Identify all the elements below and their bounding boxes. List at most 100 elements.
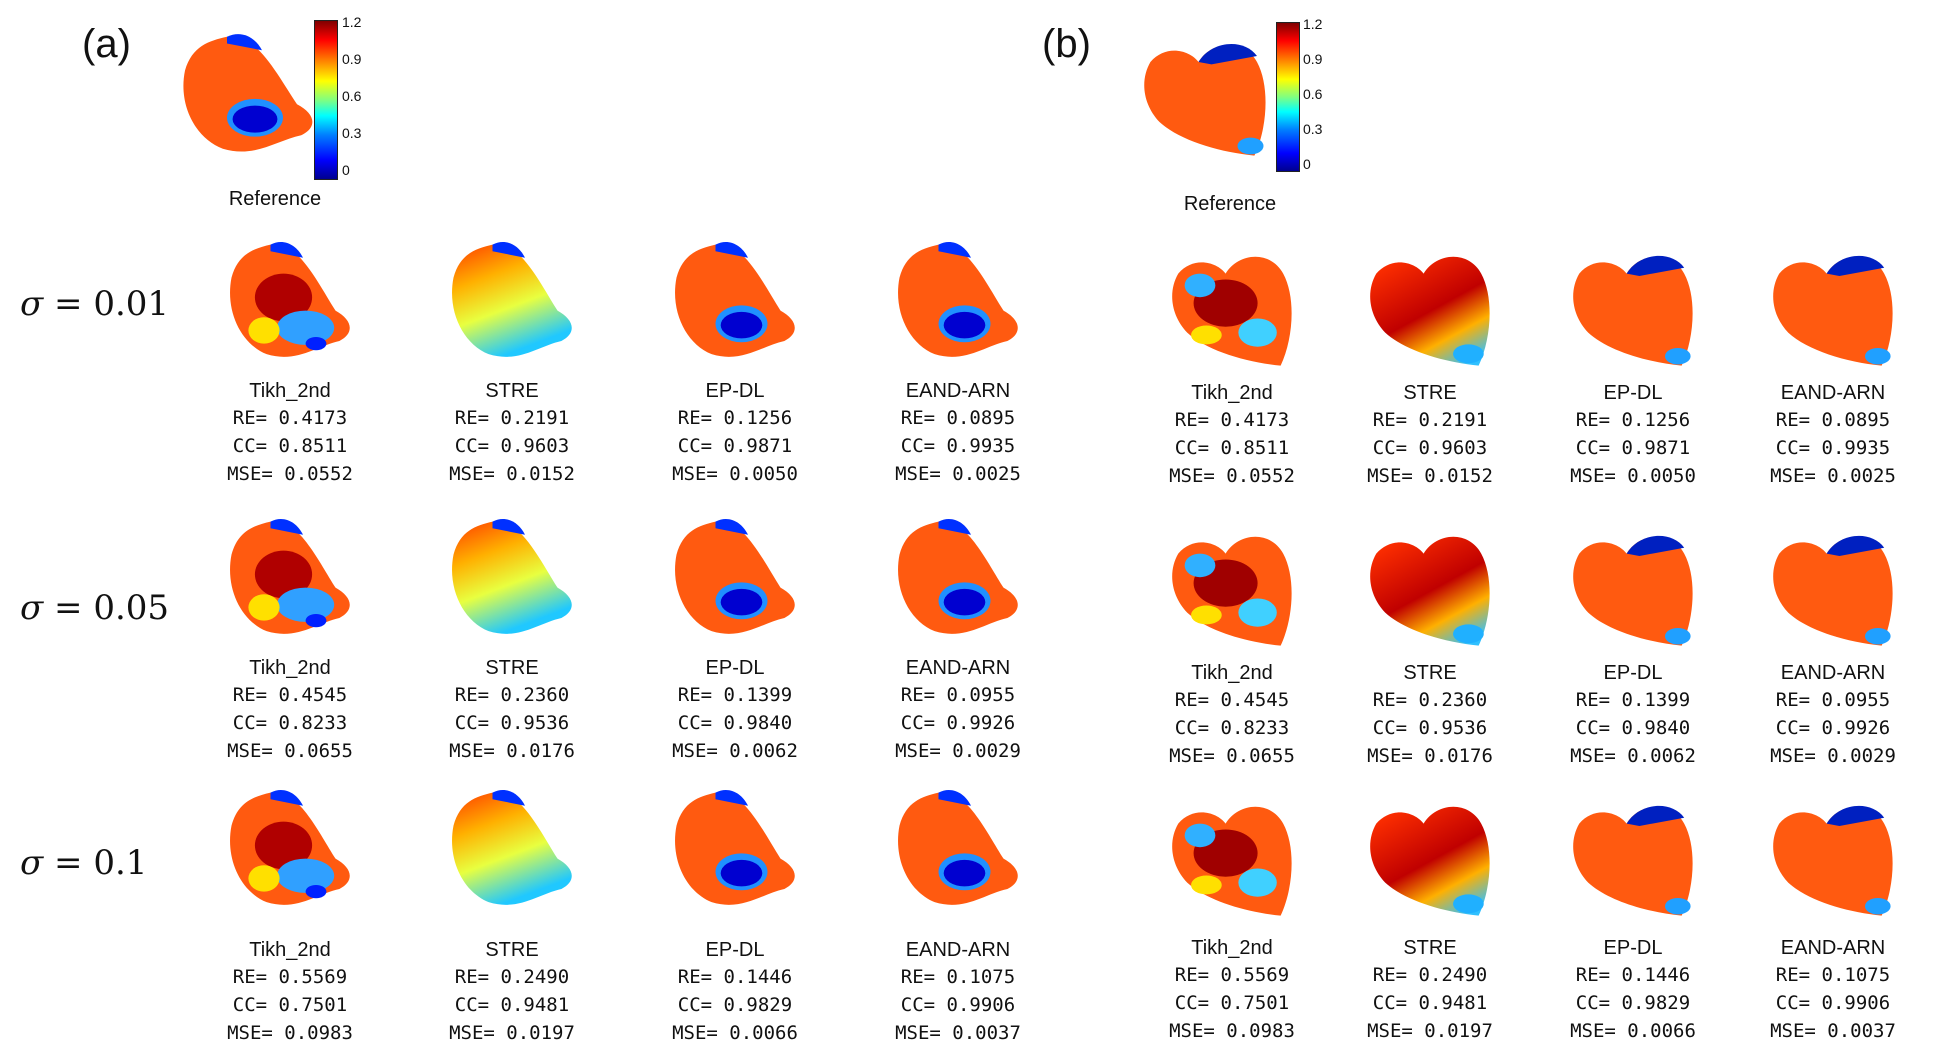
metrics-b-row2-col1: Tikh_2nd RE= 0.4545 CC= 0.8233 MSE= 0.0655 (1117, 660, 1347, 770)
metric-re: RE= 0.4173 (1174, 409, 1290, 431)
method-name: STRE (1403, 382, 1457, 404)
metric-re: RE= 0.4545 (232, 684, 348, 706)
colorbar-tick: 0.6 (1303, 86, 1323, 102)
colorbar-tick: 0.6 (342, 88, 362, 104)
metric-re: RE= 0.0955 (900, 684, 1016, 706)
sigma-label-row1: σ = 0.01 (20, 284, 170, 324)
map-b-row2-eand-arn (1769, 530, 1897, 648)
method-name: EAND-ARN (905, 657, 1011, 679)
metric-cc: CC= 0.9829 (677, 994, 793, 1016)
metric-re: RE= 0.2191 (454, 407, 570, 429)
panel-label-b: (b) (1042, 22, 1091, 66)
metric-cc: CC= 0.9481 (454, 994, 570, 1016)
metric-re: RE= 0.2360 (1372, 689, 1488, 711)
colorbar-b (1276, 22, 1300, 172)
map-a-row2-stre (447, 515, 577, 647)
metric-cc: CC= 0.8233 (232, 712, 348, 734)
method-name: EP-DL (1603, 937, 1663, 959)
method-name: Tikh_2nd (249, 939, 331, 961)
metric-mse: MSE= 0.0552 (227, 463, 353, 485)
metrics-a-row1-col4: EAND-ARN RE= 0.0895 CC= 0.9935 MSE= 0.0025 (843, 378, 1073, 488)
metric-re: RE= 0.1075 (1775, 964, 1891, 986)
metric-re: RE= 0.1399 (1575, 689, 1691, 711)
map-a-row3-tikh-2nd (225, 786, 355, 918)
metric-mse: MSE= 0.0025 (1770, 465, 1896, 487)
method-name: EAND-ARN (1780, 662, 1886, 684)
metric-re: RE= 0.1256 (677, 407, 793, 429)
method-name: Tikh_2nd (1191, 937, 1273, 959)
metrics-b-row1-col1: Tikh_2nd RE= 0.4173 CC= 0.8511 MSE= 0.0552 (1117, 380, 1347, 490)
metric-mse: MSE= 0.0062 (1570, 745, 1696, 767)
metric-mse: MSE= 0.0029 (1770, 745, 1896, 767)
metric-re: RE= 0.0955 (1775, 689, 1891, 711)
metrics-b-row1-col4: EAND-ARN RE= 0.0895 CC= 0.9935 MSE= 0.0025 (1718, 380, 1937, 490)
metric-re: RE= 0.2490 (454, 966, 570, 988)
metric-re: RE= 0.1075 (900, 966, 1016, 988)
map-a-row1-eand-arn (893, 238, 1023, 370)
method-name: STRE (1403, 937, 1457, 959)
map-b-row2-stre (1366, 530, 1494, 648)
metric-cc: CC= 0.9536 (454, 712, 570, 734)
metric-re: RE= 0.1446 (677, 966, 793, 988)
metric-cc: CC= 0.8511 (1174, 437, 1290, 459)
method-name: EAND-ARN (905, 939, 1011, 961)
map-b-row1-stre (1366, 250, 1494, 368)
metrics-a-row1-col3: EP-DL RE= 0.1256 CC= 0.9871 MSE= 0.0050 (620, 378, 850, 488)
metric-cc: CC= 0.7501 (1174, 992, 1290, 1014)
colorbar-tick: 1.2 (342, 14, 362, 30)
map-a-row2-tikh-2nd (225, 515, 355, 647)
method-name: Tikh_2nd (249, 657, 331, 679)
panel-label-a: (a) (82, 22, 131, 66)
method-name: EAND-ARN (1780, 937, 1886, 959)
metrics-a-row3-col4: EAND-ARN RE= 0.1075 CC= 0.9906 MSE= 0.0037 (843, 937, 1073, 1047)
map-a-row3-stre (447, 786, 577, 918)
map-b-row1-ep-dl (1569, 250, 1697, 368)
metric-cc: CC= 0.9840 (677, 712, 793, 734)
metrics-b-row2-col2: STRE RE= 0.2360 CC= 0.9536 MSE= 0.0176 (1315, 660, 1545, 770)
map-b-row1-eand-arn (1769, 250, 1897, 368)
reference-label-a: Reference (228, 188, 322, 210)
metric-re: RE= 0.4545 (1174, 689, 1290, 711)
metric-cc: CC= 0.9829 (1575, 992, 1691, 1014)
metric-mse: MSE= 0.0983 (227, 1022, 353, 1044)
metrics-a-row1-col2: STRE RE= 0.2191 CC= 0.9603 MSE= 0.0152 (397, 378, 627, 488)
method-name: STRE (485, 939, 539, 961)
map-a-row3-ep-dl (670, 786, 800, 918)
metric-re: RE= 0.2490 (1372, 964, 1488, 986)
metric-mse: MSE= 0.0029 (895, 740, 1021, 762)
metric-mse: MSE= 0.0983 (1169, 1020, 1295, 1042)
method-name: Tikh_2nd (249, 380, 331, 402)
map-b-row3-eand-arn (1769, 800, 1897, 918)
metric-cc: CC= 0.9935 (1775, 437, 1891, 459)
map-a-row1-ep-dl (670, 238, 800, 370)
metrics-b-row3-col3: EP-DL RE= 0.1446 CC= 0.9829 MSE= 0.0066 (1518, 935, 1748, 1045)
metric-cc: CC= 0.9871 (1575, 437, 1691, 459)
metric-re: RE= 0.5569 (1174, 964, 1290, 986)
map-a-row1-stre (447, 238, 577, 370)
metric-re: RE= 0.2191 (1372, 409, 1488, 431)
metric-cc: CC= 0.9536 (1372, 717, 1488, 739)
reference-label-b: Reference (1183, 193, 1277, 215)
map-b-row1-tikh-2nd (1168, 250, 1296, 368)
metric-re: RE= 0.4173 (232, 407, 348, 429)
metric-cc: CC= 0.9926 (900, 712, 1016, 734)
method-name: Tikh_2nd (1191, 382, 1273, 404)
method-name: EP-DL (705, 657, 765, 679)
metric-mse: MSE= 0.0197 (449, 1022, 575, 1044)
metric-cc: CC= 0.9935 (900, 435, 1016, 457)
metric-mse: MSE= 0.0152 (449, 463, 575, 485)
metric-cc: CC= 0.9871 (677, 435, 793, 457)
metric-mse: MSE= 0.0176 (449, 740, 575, 762)
metric-mse: MSE= 0.0050 (1570, 465, 1696, 487)
metric-re: RE= 0.5569 (232, 966, 348, 988)
metric-re: RE= 0.1399 (677, 684, 793, 706)
metric-mse: MSE= 0.0655 (227, 740, 353, 762)
metrics-b-row2-col3: EP-DL RE= 0.1399 CC= 0.9840 MSE= 0.0062 (1518, 660, 1748, 770)
metrics-a-row2-col3: EP-DL RE= 0.1399 CC= 0.9840 MSE= 0.0062 (620, 655, 850, 765)
metrics-a-row2-col4: EAND-ARN RE= 0.0955 CC= 0.9926 MSE= 0.0029 (843, 655, 1073, 765)
colorbar-tick: 0.9 (342, 51, 362, 67)
metrics-a-row3-col1: Tikh_2nd RE= 0.5569 CC= 0.7501 MSE= 0.0983 (175, 937, 405, 1047)
reference-map-b (1140, 38, 1270, 158)
sigma-label-row2: σ = 0.05 (20, 588, 170, 628)
metrics-a-row2-col2: STRE RE= 0.2360 CC= 0.9536 MSE= 0.0176 (397, 655, 627, 765)
